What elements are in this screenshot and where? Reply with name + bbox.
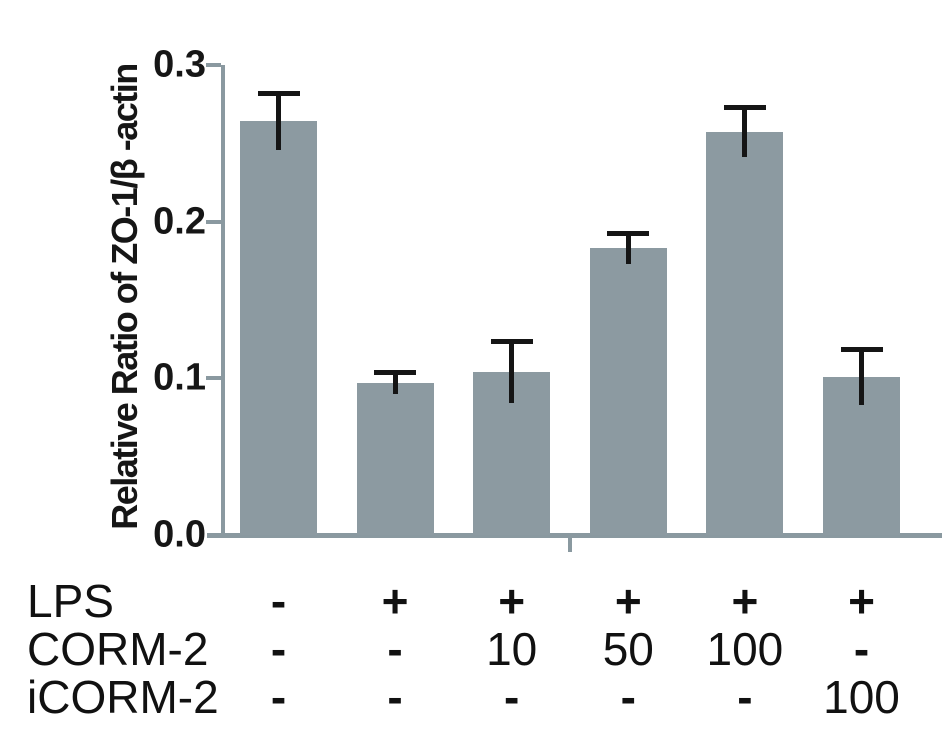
bar [706,132,784,535]
condition-row-label: iCORM-2 [27,671,219,723]
condition-value: + [848,575,875,627]
y-axis-label: Relative Ratio of ZO-1/β -actin [104,64,145,530]
error-bar-cap [490,338,533,344]
condition-value: - [270,575,287,627]
bar [589,248,667,535]
bar [240,121,317,535]
condition-value: - [387,623,403,675]
error-bar-line [625,232,631,264]
error-bar-line [276,93,281,150]
condition-value: - [270,671,287,723]
condition-value: + [731,575,759,627]
y-tick-mark [206,219,221,224]
condition-value: 10 [486,623,538,675]
error-bar-cap [374,370,417,376]
condition-value: - [853,623,870,675]
condition-value: - [620,671,636,723]
error-bar-line [509,340,515,404]
error-bar-cap [257,91,300,97]
error-bar-line [742,107,748,158]
y-tick-mark [206,63,221,67]
y-tick-label: 0.3 [153,43,206,86]
bar [356,383,434,535]
error-bar-line [859,348,864,405]
error-bar-cap [607,230,650,236]
y-tick-label: 0.1 [153,356,206,399]
x-axis-subtick [568,535,572,552]
condition-value: 100 [823,671,900,723]
condition-value: + [614,575,642,627]
condition-value: 100 [706,623,784,675]
condition-value: 50 [602,623,654,675]
x-axis-line [207,533,942,538]
error-bar-cap [840,346,883,352]
y-tick-label: 0.2 [153,200,206,243]
y-axis-line [221,65,225,535]
y-tick-mark [206,376,221,381]
condition-value: - [737,671,753,723]
error-bar-cap [723,105,766,111]
condition-value: - [504,671,520,723]
condition-value: - [387,671,403,723]
condition-value: - [270,623,287,675]
condition-row-label: CORM-2 [27,623,209,675]
y-tick-label: 0.0 [153,513,206,556]
condition-value: + [381,575,409,627]
condition-row-label: LPS [27,575,114,627]
condition-value: + [498,575,526,627]
error-bar-line [392,372,398,394]
